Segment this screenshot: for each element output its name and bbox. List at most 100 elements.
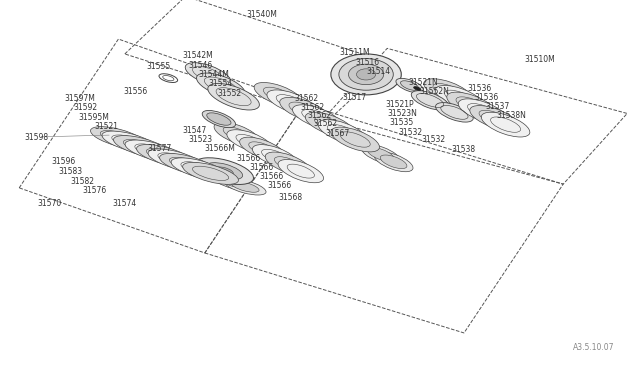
Ellipse shape	[481, 112, 530, 137]
Text: 31538: 31538	[451, 145, 476, 154]
Ellipse shape	[214, 167, 234, 175]
Text: 31597M: 31597M	[64, 94, 95, 103]
Ellipse shape	[374, 152, 413, 172]
Ellipse shape	[348, 64, 384, 84]
Text: 31521N: 31521N	[408, 78, 438, 87]
Text: 31577: 31577	[147, 144, 172, 153]
Ellipse shape	[182, 162, 239, 185]
Text: 31521: 31521	[95, 122, 119, 131]
Text: 31566: 31566	[268, 181, 292, 190]
Ellipse shape	[424, 79, 472, 103]
Ellipse shape	[447, 92, 495, 117]
Ellipse shape	[212, 174, 255, 190]
Ellipse shape	[207, 113, 231, 125]
Text: 31570: 31570	[37, 199, 61, 208]
Ellipse shape	[231, 181, 259, 192]
Text: 31552: 31552	[218, 89, 242, 98]
Text: 31583: 31583	[59, 167, 83, 176]
Ellipse shape	[252, 145, 298, 168]
Text: 31540M: 31540M	[246, 10, 277, 19]
Text: 31538N: 31538N	[496, 111, 526, 120]
Text: 31547: 31547	[182, 126, 207, 135]
Ellipse shape	[412, 91, 449, 110]
Ellipse shape	[267, 90, 316, 115]
Ellipse shape	[239, 137, 285, 160]
Ellipse shape	[305, 112, 354, 137]
Ellipse shape	[413, 87, 421, 90]
Text: 31566: 31566	[250, 163, 274, 172]
Ellipse shape	[265, 152, 311, 175]
Text: 31544M: 31544M	[198, 70, 229, 79]
Text: 31562: 31562	[307, 111, 332, 120]
Text: 31552N: 31552N	[419, 87, 449, 96]
Text: 31554: 31554	[208, 79, 232, 88]
Ellipse shape	[318, 120, 367, 144]
Text: 31532: 31532	[398, 128, 422, 137]
Text: 31576: 31576	[82, 186, 106, 195]
Text: 31536: 31536	[475, 93, 499, 102]
Ellipse shape	[171, 158, 227, 180]
Text: 31595M: 31595M	[78, 113, 109, 122]
Text: 31510M: 31510M	[525, 55, 556, 64]
Ellipse shape	[195, 158, 253, 185]
Text: 31562: 31562	[314, 119, 338, 128]
Ellipse shape	[254, 83, 303, 107]
Ellipse shape	[380, 155, 407, 169]
Ellipse shape	[331, 54, 401, 95]
Text: 31566: 31566	[259, 172, 284, 181]
Ellipse shape	[436, 103, 473, 122]
Text: 31511M: 31511M	[339, 48, 370, 57]
Ellipse shape	[214, 122, 260, 145]
Text: 31555: 31555	[146, 62, 170, 71]
Ellipse shape	[435, 86, 484, 110]
Ellipse shape	[280, 97, 328, 122]
Text: 31596: 31596	[51, 157, 76, 166]
Ellipse shape	[136, 144, 193, 167]
Ellipse shape	[339, 58, 393, 90]
Text: 31537: 31537	[485, 102, 509, 110]
Text: 31574: 31574	[112, 199, 136, 208]
Text: 31556: 31556	[124, 87, 148, 96]
Ellipse shape	[102, 131, 158, 153]
Text: 31536: 31536	[467, 84, 492, 93]
Ellipse shape	[205, 163, 243, 180]
Ellipse shape	[356, 69, 376, 80]
Text: 31582: 31582	[70, 177, 95, 186]
Text: 31598: 31598	[24, 133, 49, 142]
Text: 31592: 31592	[74, 103, 98, 112]
Text: 31568: 31568	[278, 193, 303, 202]
Ellipse shape	[113, 135, 170, 158]
Ellipse shape	[396, 78, 423, 93]
Ellipse shape	[90, 126, 147, 149]
Text: 31542M: 31542M	[182, 51, 213, 60]
Ellipse shape	[125, 140, 181, 162]
Text: 31523: 31523	[189, 135, 213, 144]
Ellipse shape	[185, 62, 231, 86]
Ellipse shape	[148, 149, 204, 171]
Ellipse shape	[159, 153, 216, 176]
Text: 31514: 31514	[366, 67, 390, 76]
Ellipse shape	[208, 83, 259, 110]
Ellipse shape	[278, 160, 324, 183]
Text: 31571: 31571	[189, 169, 213, 177]
Text: 31562: 31562	[294, 94, 319, 103]
Text: 31516: 31516	[355, 58, 380, 67]
Ellipse shape	[458, 99, 507, 124]
Ellipse shape	[367, 148, 394, 161]
Ellipse shape	[292, 105, 341, 129]
Text: 31566: 31566	[237, 154, 261, 163]
Text: 31521P: 31521P	[385, 100, 414, 109]
Text: 31517: 31517	[342, 93, 367, 102]
Text: A3.5.10.07: A3.5.10.07	[573, 343, 614, 352]
Text: 31523N: 31523N	[387, 109, 417, 118]
Ellipse shape	[227, 130, 273, 153]
Ellipse shape	[220, 177, 248, 188]
Text: 31546: 31546	[189, 61, 213, 70]
Text: 31567: 31567	[325, 129, 349, 138]
Ellipse shape	[224, 179, 266, 195]
Text: 31532: 31532	[421, 135, 445, 144]
Text: 31562: 31562	[301, 103, 325, 112]
Ellipse shape	[202, 110, 236, 128]
Ellipse shape	[401, 81, 419, 90]
Ellipse shape	[470, 106, 518, 130]
